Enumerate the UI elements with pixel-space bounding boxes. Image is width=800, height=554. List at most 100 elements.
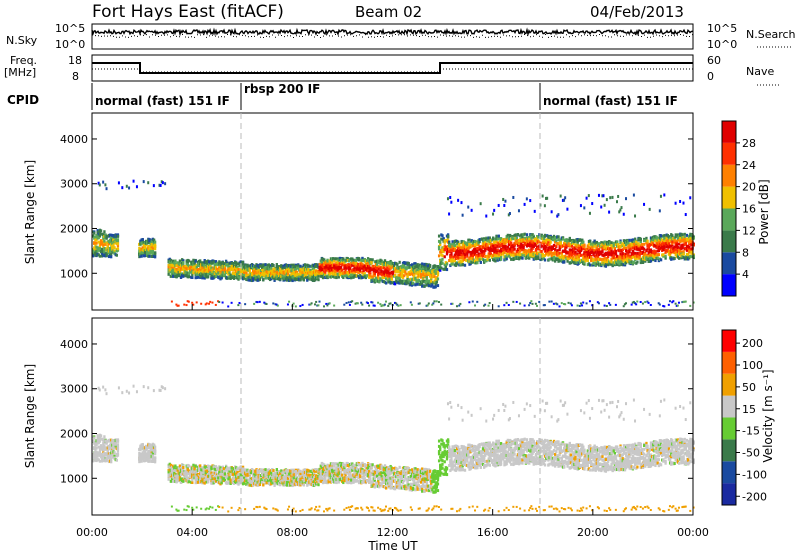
power-point — [442, 237, 445, 241]
power-point — [116, 247, 120, 251]
power-point — [283, 272, 286, 276]
power-point — [469, 254, 472, 258]
power-point — [370, 301, 373, 304]
power-point — [218, 300, 221, 303]
power-point — [475, 254, 478, 258]
power-point — [366, 302, 369, 305]
power-point — [567, 242, 570, 246]
power-point — [430, 279, 433, 283]
power-point — [612, 244, 615, 248]
power-point — [105, 252, 108, 256]
power-point — [431, 283, 434, 287]
power-point — [483, 304, 486, 307]
power-point — [543, 233, 547, 237]
power-point — [342, 276, 345, 280]
power-point — [646, 247, 649, 251]
power-point — [281, 266, 284, 270]
power-point — [295, 270, 299, 274]
noise-left-label: N.Sky — [6, 34, 38, 47]
power-point — [356, 274, 360, 278]
power-point — [107, 251, 111, 255]
power-point — [549, 250, 552, 254]
power-point — [205, 262, 209, 266]
power-point — [556, 214, 559, 218]
power-point — [645, 249, 648, 253]
power-point — [389, 302, 392, 305]
power-point — [152, 238, 156, 242]
power-point — [149, 251, 152, 255]
power-point — [392, 264, 396, 268]
power-point — [386, 266, 389, 270]
power-point — [351, 300, 354, 303]
power-point — [421, 264, 424, 268]
power-point — [286, 271, 290, 275]
power-point — [428, 264, 432, 268]
power-point — [399, 304, 402, 307]
power-point — [399, 268, 402, 272]
power-point — [667, 235, 671, 239]
power-point — [672, 247, 675, 251]
power-point — [102, 180, 105, 184]
power-point — [596, 260, 600, 264]
power-point — [265, 276, 268, 280]
power-point — [204, 260, 207, 264]
power-point — [373, 273, 377, 277]
power-point — [529, 253, 532, 257]
power-point — [603, 304, 606, 307]
power-point — [592, 261, 595, 265]
power-point — [439, 240, 442, 244]
power-point — [540, 249, 543, 253]
power-point — [513, 247, 516, 251]
power-point — [401, 281, 405, 285]
power-point — [673, 256, 676, 260]
power-point — [486, 257, 489, 261]
power-point — [636, 252, 639, 256]
power-point — [531, 302, 534, 305]
power-point — [615, 254, 619, 258]
power-point — [565, 250, 568, 254]
power-point — [476, 250, 479, 254]
power-point — [255, 300, 258, 303]
power-point — [424, 280, 427, 284]
power-point — [666, 239, 670, 243]
power-point — [382, 304, 385, 307]
power-point — [684, 213, 687, 217]
power-point — [692, 301, 695, 304]
power-point — [440, 303, 443, 306]
power-point — [686, 252, 690, 256]
power-point — [525, 244, 529, 248]
power-point — [448, 259, 451, 263]
power-point — [512, 300, 515, 303]
noise-left-tick-low: 10^0 — [55, 38, 85, 51]
y-tick-label: 4000 — [60, 133, 88, 146]
power-point — [398, 260, 401, 264]
power-point — [542, 240, 546, 244]
power-point — [437, 254, 441, 258]
power-point — [125, 184, 128, 188]
power-point — [320, 271, 324, 275]
power-point — [497, 255, 500, 259]
power-point — [521, 256, 524, 260]
power-point — [505, 254, 508, 258]
power-point — [192, 258, 195, 262]
velocity-point — [93, 446, 96, 450]
power-point — [573, 239, 576, 243]
power-point — [466, 252, 469, 256]
power-point — [382, 275, 386, 279]
power-point — [600, 258, 603, 262]
power-point — [104, 183, 107, 187]
power-point — [364, 265, 368, 269]
power-point — [318, 300, 321, 303]
power-point — [116, 244, 120, 248]
power-point — [659, 194, 662, 198]
power-point — [597, 302, 600, 305]
power-point — [321, 276, 325, 280]
power-point — [593, 239, 596, 243]
power-point — [427, 302, 430, 305]
power-point — [492, 212, 495, 216]
power-point — [679, 236, 682, 240]
power-point — [468, 257, 471, 261]
power-point — [267, 267, 271, 271]
power-point — [497, 203, 500, 207]
